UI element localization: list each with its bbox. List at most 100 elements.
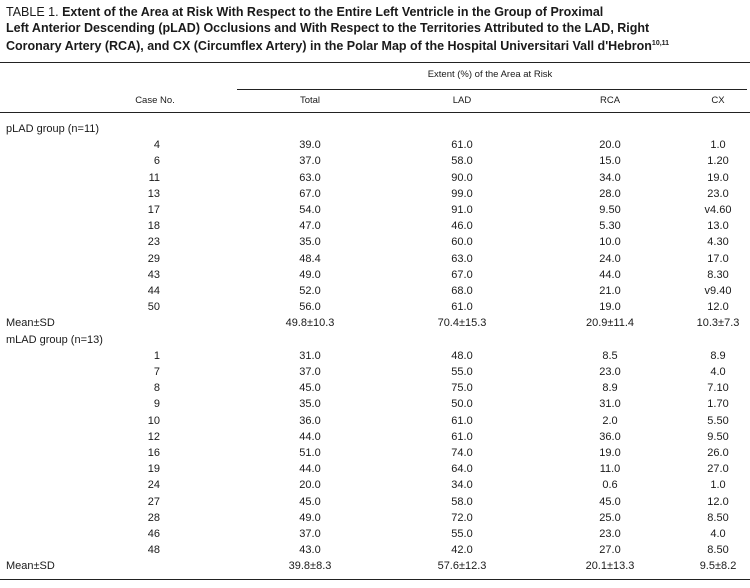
case-number: 6 bbox=[153, 155, 160, 168]
cell: 1.20 bbox=[707, 155, 729, 168]
cell: 24.0 bbox=[599, 252, 621, 265]
cell: 58.0 bbox=[451, 495, 473, 508]
column-header: Total bbox=[299, 95, 321, 106]
cell: 61.0 bbox=[451, 139, 473, 152]
case-number: 1 bbox=[153, 349, 160, 362]
case-number: 44 bbox=[147, 285, 160, 297]
cell: 21.0 bbox=[599, 285, 621, 297]
summary-cell: 57.6±12.3 bbox=[437, 560, 487, 573]
cell: 51.0 bbox=[299, 447, 321, 459]
cell: 4.30 bbox=[707, 236, 729, 249]
cell: 12.0 bbox=[707, 495, 729, 508]
cell: 28.0 bbox=[599, 187, 621, 200]
cell: 67.0 bbox=[299, 187, 321, 200]
span-header: Extent (%) of the Area at Risk bbox=[427, 69, 553, 80]
cell: 19.0 bbox=[599, 301, 621, 314]
rule bbox=[0, 112, 750, 113]
cell: 46.0 bbox=[451, 220, 473, 233]
cell: 74.0 bbox=[451, 447, 473, 459]
case-number: 10 bbox=[147, 414, 160, 427]
title-reference: 10,11 bbox=[651, 40, 670, 47]
case-number: 48 bbox=[147, 544, 160, 557]
cell: 48.0 bbox=[451, 349, 473, 362]
cell: 45.0 bbox=[299, 495, 321, 508]
cell: 58.0 bbox=[451, 155, 473, 168]
cell: 35.0 bbox=[299, 398, 321, 411]
cell: 27.0 bbox=[599, 544, 621, 557]
cell: 64.0 bbox=[451, 463, 473, 476]
cell: 8.50 bbox=[707, 511, 729, 524]
cell: 5.30 bbox=[599, 220, 621, 233]
rule bbox=[0, 62, 750, 63]
case-number: 19 bbox=[147, 463, 160, 476]
cell: 55.0 bbox=[451, 528, 473, 540]
cell: v4.60 bbox=[704, 204, 732, 216]
cell: 9.50 bbox=[707, 430, 729, 443]
cell: 42.0 bbox=[451, 544, 473, 557]
column-header: RCA bbox=[599, 95, 621, 106]
case-number: 12 bbox=[147, 430, 160, 443]
cell: 15.0 bbox=[599, 155, 621, 168]
case-number: 16 bbox=[147, 447, 160, 459]
case-number: 23 bbox=[147, 236, 160, 249]
summary-label: Mean±SD bbox=[6, 317, 55, 330]
cell: 1.70 bbox=[707, 398, 729, 411]
case-number: 11 bbox=[148, 171, 160, 184]
rule bbox=[237, 89, 747, 90]
cell: 20.0 bbox=[299, 479, 321, 492]
cell: 68.0 bbox=[451, 285, 473, 297]
cell: 37.0 bbox=[299, 366, 321, 378]
cell: 23.0 bbox=[707, 187, 729, 200]
case-number: 18 bbox=[147, 220, 160, 233]
summary-cell: 70.4±15.3 bbox=[437, 317, 487, 330]
column-header: Case No. bbox=[135, 95, 175, 106]
cell: 8.30 bbox=[707, 268, 729, 281]
cell: 99.0 bbox=[451, 187, 473, 200]
cell: 31.0 bbox=[599, 398, 621, 411]
cell: 61.0 bbox=[451, 301, 473, 314]
cell: 44.0 bbox=[299, 463, 321, 476]
summary-cell: 39.8±8.3 bbox=[288, 560, 332, 573]
cell: 35.0 bbox=[299, 236, 321, 249]
group-label: pLAD group (n=11) bbox=[6, 123, 100, 135]
cell: 90.0 bbox=[451, 171, 473, 184]
cell: 19.0 bbox=[707, 171, 729, 184]
summary-cell: 9.5±8.2 bbox=[699, 560, 737, 573]
cell: 60.0 bbox=[451, 236, 473, 249]
cell: 67.0 bbox=[451, 268, 473, 281]
cell: 19.0 bbox=[599, 447, 621, 459]
case-number: 46 bbox=[147, 528, 160, 540]
cell: 44.0 bbox=[599, 268, 621, 281]
cell: 39.0 bbox=[299, 139, 321, 152]
cell: 47.0 bbox=[299, 220, 321, 233]
cell: 91.0 bbox=[451, 204, 473, 216]
case-number: 50 bbox=[147, 301, 160, 314]
title-line: Left Anterior Descending (pLAD) Occlusio… bbox=[6, 21, 650, 35]
cell: 10.0 bbox=[599, 236, 621, 249]
cell: 75.0 bbox=[451, 382, 473, 395]
cell: 63.0 bbox=[451, 252, 473, 265]
cell: 2.0 bbox=[602, 414, 618, 427]
title-line: Coronary Artery (RCA), and CX (Circumfle… bbox=[6, 39, 652, 54]
cell: 0.6 bbox=[602, 479, 618, 492]
cell: 44.0 bbox=[299, 430, 321, 443]
cell: 52.0 bbox=[299, 285, 321, 297]
case-number: 13 bbox=[147, 187, 160, 200]
cell: 54.0 bbox=[299, 204, 321, 216]
rule bbox=[0, 579, 750, 580]
cell: 49.0 bbox=[299, 511, 321, 524]
group-label: mLAD group (n=13) bbox=[6, 333, 103, 346]
cell: 8.9 bbox=[602, 382, 618, 395]
cell: 49.0 bbox=[299, 268, 321, 281]
table-label: TABLE 1. bbox=[6, 5, 59, 19]
case-number: 17 bbox=[147, 204, 160, 216]
cell: 31.0 bbox=[299, 349, 321, 362]
cell: 45.0 bbox=[299, 382, 321, 395]
cell: 55.0 bbox=[451, 366, 473, 378]
cell: 61.0 bbox=[451, 414, 473, 427]
case-number: 29 bbox=[147, 252, 160, 265]
summary-label: Mean±SD bbox=[6, 560, 55, 573]
cell: 37.0 bbox=[299, 155, 321, 168]
cell: 50.0 bbox=[451, 398, 473, 411]
